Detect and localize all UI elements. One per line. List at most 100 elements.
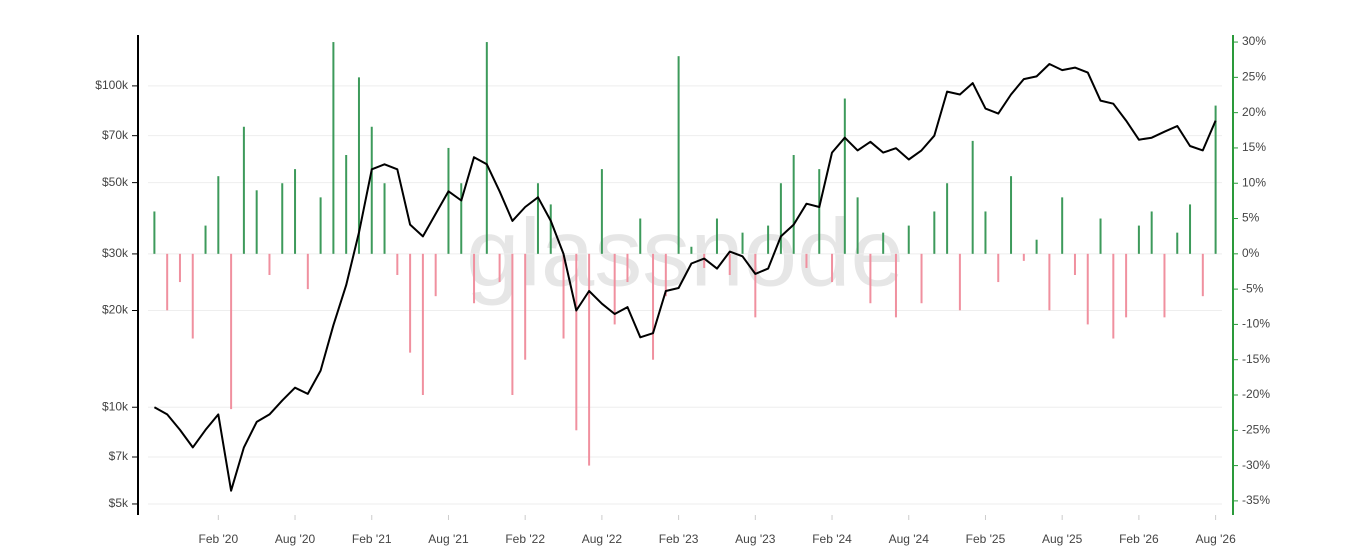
- bar: [294, 169, 297, 254]
- bar: [1150, 211, 1153, 254]
- bar: [562, 253, 565, 339]
- bar: [856, 197, 859, 254]
- bar: [409, 253, 412, 353]
- bars: [153, 42, 1217, 466]
- bar: [664, 253, 667, 297]
- y-tick-label: $50k: [102, 175, 129, 189]
- y2-tick-label: -5%: [1242, 281, 1264, 295]
- y2-tick-label: -20%: [1242, 387, 1270, 401]
- y2-tick-label: 25%: [1242, 70, 1266, 84]
- bar: [153, 211, 156, 254]
- bar: [1214, 105, 1217, 254]
- y-tick-label: $7k: [109, 449, 129, 463]
- bar: [690, 246, 693, 254]
- bar: [1035, 239, 1038, 254]
- bar: [767, 225, 770, 254]
- y-tick-label: $70k: [102, 128, 129, 142]
- bar: [1048, 253, 1051, 311]
- bar: [396, 253, 399, 275]
- bar: [178, 253, 181, 283]
- y-tick-label: $5k: [109, 496, 129, 510]
- bar: [703, 253, 706, 268]
- bar: [869, 253, 872, 304]
- bar: [754, 253, 757, 318]
- bar: [1022, 253, 1025, 261]
- y-tick-label: $30k: [102, 246, 129, 260]
- bar: [779, 183, 782, 254]
- bar: [1099, 218, 1102, 254]
- y2-tick-label: -25%: [1242, 422, 1270, 436]
- bar: [818, 169, 821, 254]
- y2-tick-label: 15%: [1242, 140, 1266, 154]
- bar: [613, 253, 616, 325]
- bar: [741, 232, 744, 254]
- bar: [549, 204, 552, 254]
- bar: [652, 253, 655, 360]
- bar: [831, 253, 834, 283]
- bar: [1176, 232, 1179, 254]
- bar: [383, 183, 386, 254]
- bar: [421, 253, 424, 395]
- bar: [588, 253, 591, 466]
- x-tick-label: Aug '25: [1042, 532, 1083, 546]
- bar: [434, 253, 437, 297]
- x-tick-label: Feb '21: [352, 532, 392, 546]
- bar: [792, 155, 795, 254]
- bar: [268, 253, 271, 275]
- y2-tick-label: -10%: [1242, 317, 1270, 331]
- bar: [536, 183, 539, 254]
- bar: [933, 211, 936, 254]
- x-tick-label: Aug '21: [428, 532, 469, 546]
- bar: [600, 169, 603, 254]
- y-tick-label: $10k: [102, 399, 129, 413]
- x-tick-label: Aug '22: [582, 532, 623, 546]
- bar: [715, 218, 718, 254]
- bar: [204, 225, 207, 254]
- bar: [511, 253, 514, 395]
- bar: [191, 253, 194, 339]
- bar: [971, 140, 974, 254]
- bar: [907, 225, 910, 254]
- bar: [626, 253, 629, 283]
- x-tick-label: Aug '26: [1195, 532, 1236, 546]
- bar: [882, 232, 885, 254]
- y2-tick-label: 10%: [1242, 175, 1266, 189]
- bar: [997, 253, 1000, 283]
- bar: [728, 253, 731, 275]
- bar: [843, 98, 846, 254]
- y2-tick-label: 5%: [1242, 211, 1260, 225]
- x-tick-label: Feb '22: [505, 532, 545, 546]
- bar: [230, 253, 233, 410]
- bar: [894, 253, 897, 318]
- bar: [447, 147, 450, 254]
- x-tick-label: Feb '26: [1119, 532, 1159, 546]
- bar: [946, 183, 949, 254]
- x-tick-label: Feb '23: [659, 532, 699, 546]
- bar: [319, 197, 322, 254]
- bar: [281, 183, 284, 254]
- bar: [575, 253, 578, 431]
- bar: [332, 42, 335, 254]
- y2-tick-label: -30%: [1242, 458, 1270, 472]
- x-tick-label: Feb '20: [198, 532, 238, 546]
- y-tick-label: $100k: [95, 78, 129, 92]
- bar: [345, 155, 348, 254]
- bar: [306, 253, 309, 290]
- bar: [485, 42, 488, 254]
- bar: [370, 126, 373, 254]
- x-tick-label: Feb '25: [966, 532, 1006, 546]
- y-tick-label: $20k: [102, 303, 129, 317]
- bar: [639, 218, 642, 254]
- x-tick-label: Aug '24: [889, 532, 930, 546]
- y2-tick-label: 20%: [1242, 105, 1266, 119]
- bar: [1086, 253, 1089, 325]
- x-tick-label: Aug '20: [275, 532, 316, 546]
- bar: [1073, 253, 1076, 275]
- bar: [958, 253, 961, 311]
- x-tick-label: Feb '24: [812, 532, 852, 546]
- bar: [1061, 197, 1064, 254]
- bar: [1125, 253, 1128, 318]
- bar: [498, 253, 501, 283]
- bar: [473, 253, 476, 304]
